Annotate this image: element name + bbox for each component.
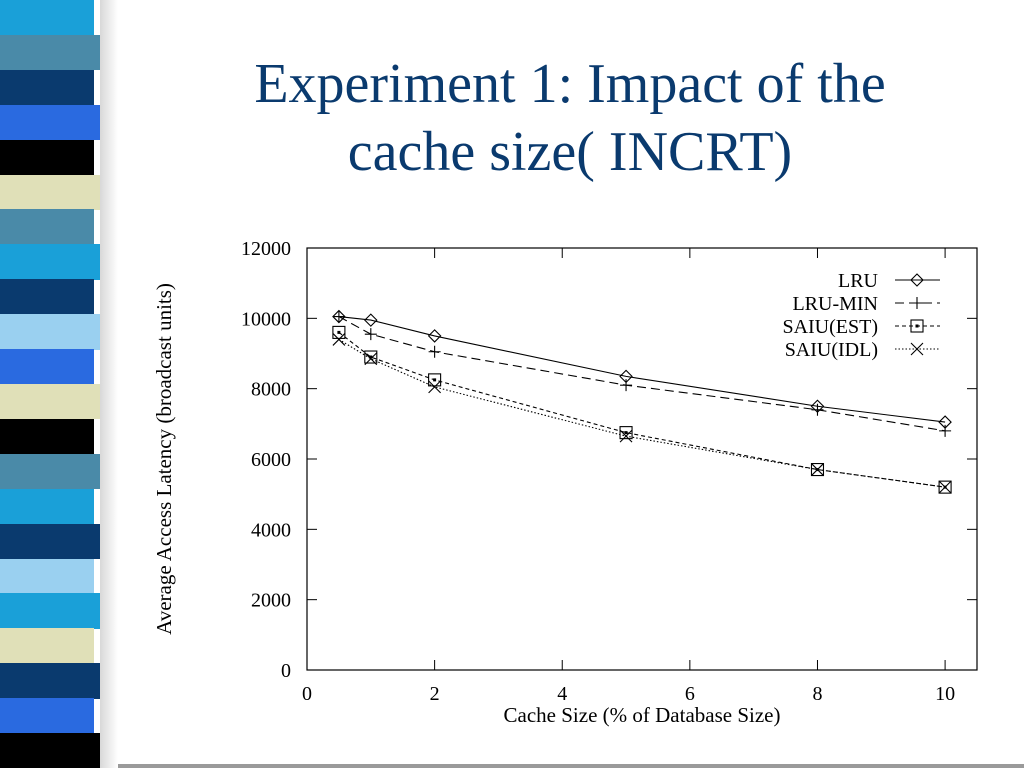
data-point xyxy=(364,313,378,327)
data-point-dot xyxy=(433,378,437,382)
stripe-block xyxy=(0,139,94,176)
data-point xyxy=(332,309,346,324)
stripe-block xyxy=(0,174,100,210)
legend-label: SAIU(IDL) xyxy=(785,339,878,361)
stripe-block xyxy=(0,453,100,490)
data-point xyxy=(810,463,825,477)
stripe-block xyxy=(0,279,94,315)
x-axis-label: Cache Size (% of Database Size) xyxy=(504,703,781,727)
series-saiu-idl- xyxy=(332,333,952,494)
data-point xyxy=(619,426,633,440)
data-point xyxy=(332,310,345,323)
data-point xyxy=(332,333,346,346)
data-point xyxy=(364,352,378,366)
data-point xyxy=(939,424,952,437)
legend-marker xyxy=(910,342,924,356)
stripe-block xyxy=(0,593,100,629)
x-tick-label: 0 xyxy=(302,683,312,705)
data-point-dot xyxy=(369,355,373,359)
stripe-block xyxy=(0,349,94,385)
decorative-stripe-bar xyxy=(0,0,118,768)
data-point-dot xyxy=(624,431,628,435)
data-point xyxy=(364,350,378,364)
data-point-dot xyxy=(337,330,341,334)
stripe-block xyxy=(0,418,94,455)
stripe-block xyxy=(0,34,100,71)
legend-label: LRU xyxy=(838,270,879,292)
bottom-rule xyxy=(118,764,1024,768)
y-tick-label: 4000 xyxy=(251,519,291,541)
data-point xyxy=(620,379,633,392)
data-point xyxy=(938,480,952,494)
stripe-block xyxy=(0,558,94,594)
stripe-block xyxy=(0,209,94,245)
stripe-shadow xyxy=(100,0,118,768)
stripe-block xyxy=(0,698,94,734)
x-tick-label: 10 xyxy=(935,683,955,705)
legend-marker xyxy=(910,273,924,287)
data-point xyxy=(428,380,442,394)
slide-title-line-1: Experiment 1: Impact of the xyxy=(254,53,886,115)
latency-line-chart: 0 2000 4000 6000 8000 10000 12000 0 2 4 6 8 10 Cache … xyxy=(152,238,978,727)
stripe-block xyxy=(0,523,100,560)
data-point xyxy=(811,463,824,476)
data-point xyxy=(619,429,633,443)
slide-title-line-2: cache size( INCRT) xyxy=(347,121,793,183)
stripe-block xyxy=(0,384,100,420)
data-point xyxy=(428,345,441,358)
x-tick-label: 4 xyxy=(557,683,567,705)
data-point xyxy=(811,403,824,416)
legend-label: SAIU(EST) xyxy=(782,316,878,338)
series-lru xyxy=(332,309,952,429)
stripe-block xyxy=(0,69,94,106)
x-tick-label: 2 xyxy=(430,683,440,705)
y-tick-label: 6000 xyxy=(251,449,291,471)
stripe-block xyxy=(0,733,100,768)
legend-marker-dot xyxy=(915,324,919,328)
y-tick-label: 10000 xyxy=(241,308,291,330)
y-tick-label: 8000 xyxy=(251,379,291,401)
y-tick-label: 12000 xyxy=(241,238,291,260)
data-point xyxy=(332,325,346,339)
legend-marker xyxy=(911,297,923,309)
x-tick-label: 6 xyxy=(685,683,695,705)
legend-marker xyxy=(910,319,924,333)
stripe-block xyxy=(0,0,94,36)
series-line xyxy=(338,338,946,488)
y-tick-label: 2000 xyxy=(251,590,291,612)
series-line xyxy=(338,316,946,432)
series-lru-min xyxy=(332,310,952,437)
data-point xyxy=(938,480,952,494)
x-tick-label: 8 xyxy=(812,683,822,705)
stripe-block xyxy=(0,314,100,350)
stripe-block xyxy=(0,244,100,280)
stripe-block xyxy=(0,628,94,664)
data-point xyxy=(364,328,377,341)
stripe-block xyxy=(0,104,100,141)
data-point xyxy=(427,329,442,343)
stripe-block xyxy=(0,663,100,699)
stripe-block xyxy=(0,488,94,525)
data-point xyxy=(428,373,442,387)
y-tick-label: 0 xyxy=(281,660,291,682)
y-axis-label: Average Access Latency (broadcast units) xyxy=(152,283,176,635)
slide-title: Experiment 1: Impact of the cache size( … xyxy=(150,50,990,186)
legend-label: LRU-MIN xyxy=(792,293,878,315)
